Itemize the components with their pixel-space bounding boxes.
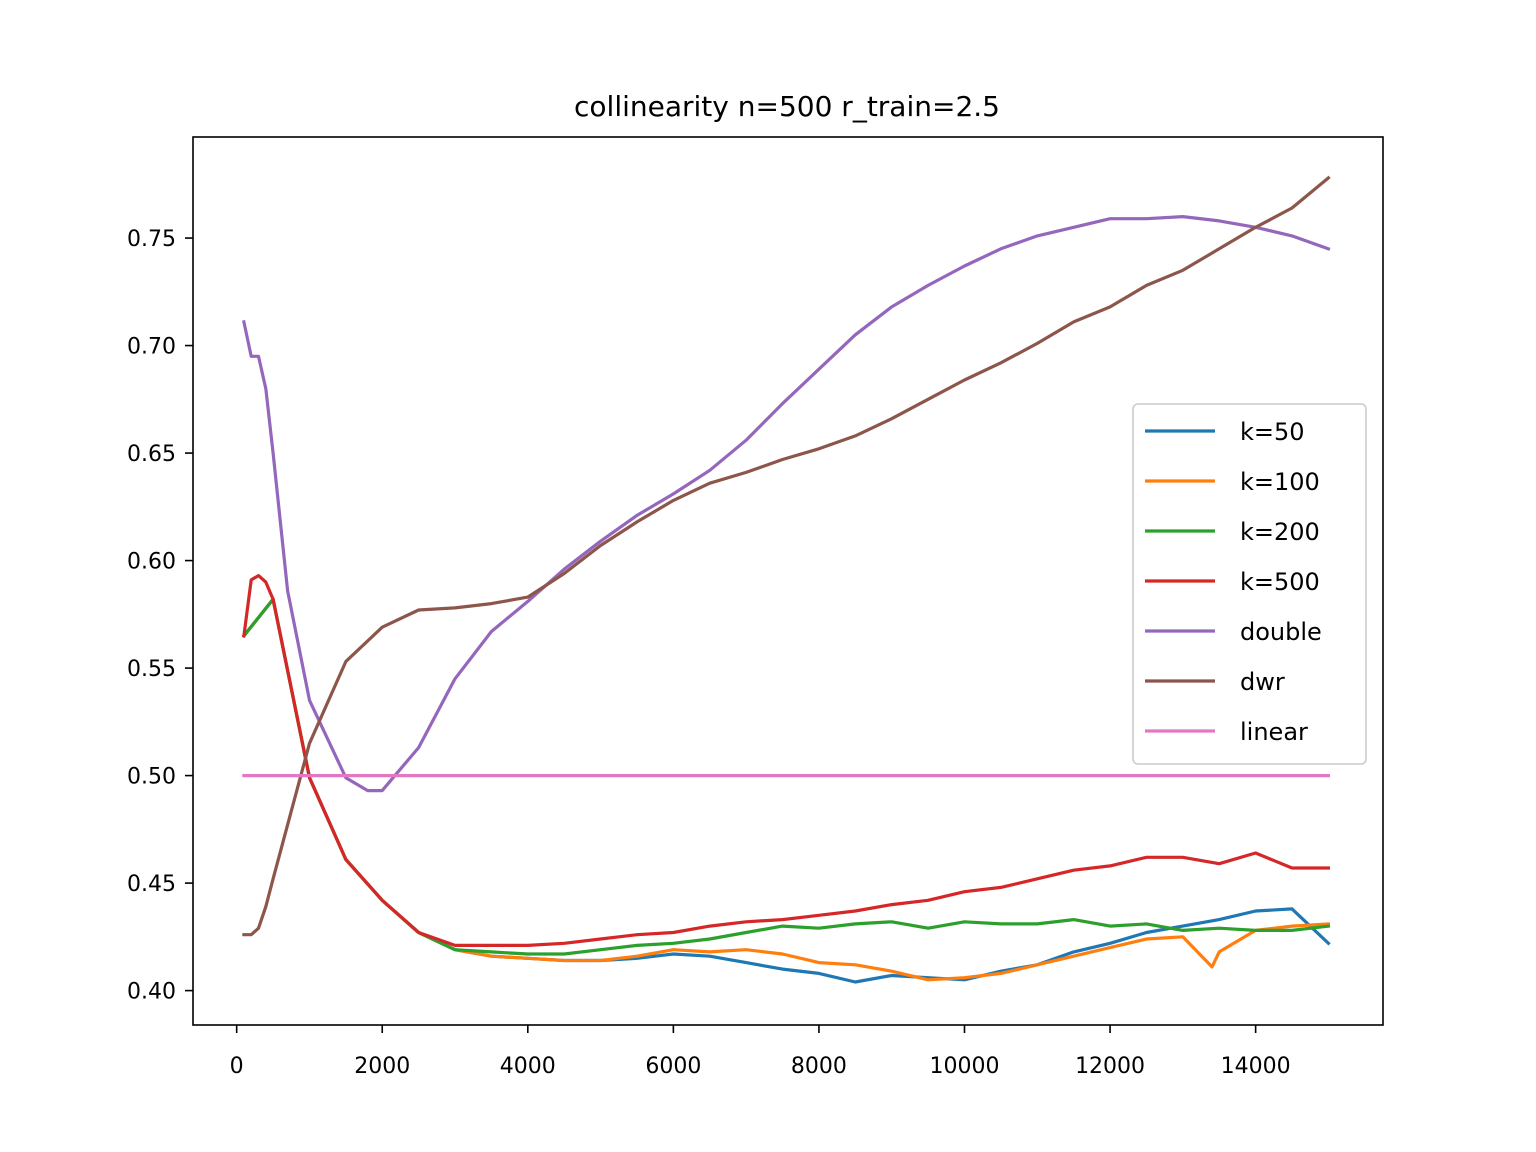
legend-label: double [1240,618,1322,646]
legend-label: dwr [1240,668,1285,696]
x-axis: 0 2000 4000 6000 8000 10000 12000 14000 [230,1025,1291,1079]
legend-label: k=200 [1240,518,1320,546]
x-tick-label: 10000 [929,1054,999,1079]
y-tick-label: 0.60 [127,550,176,575]
chart-title: collinearity n=500 r_train=2.5 [574,90,1000,123]
x-tick-label: 14000 [1221,1054,1291,1079]
y-tick-label: 0.75 [127,227,176,252]
plot-area-frame [192,136,1384,1026]
legend-label: k=500 [1240,568,1320,596]
x-tick-label: 4000 [500,1054,556,1079]
legend-label: k=100 [1240,468,1320,496]
y-tick-label: 0.70 [127,335,176,360]
series-line-dwr [242,175,1331,937]
legend: k=50 k=100 k=200 k=500 double dwr linear [1132,403,1367,765]
x-tick-label: 12000 [1075,1054,1145,1079]
series-lines [241,175,1331,984]
legend-label: linear [1240,718,1308,746]
y-tick-label: 0.65 [127,442,176,467]
x-tick-label: 6000 [645,1054,701,1079]
y-axis: 0.40 0.45 0.50 0.55 0.60 0.65 0.70 0.75 [127,227,193,1005]
series-line-double [242,215,1331,793]
legend-label: k=50 [1240,418,1305,446]
x-tick-label: 2000 [354,1054,410,1079]
x-tick-label: 8000 [791,1054,847,1079]
x-tick-label: 0 [230,1054,244,1079]
y-tick-label: 0.45 [127,872,176,897]
y-tick-label: 0.55 [127,657,176,682]
y-tick-label: 0.50 [127,765,176,790]
y-tick-label: 0.40 [127,980,176,1005]
legend-box [1132,403,1367,765]
series-line-k=500 [242,573,1331,948]
